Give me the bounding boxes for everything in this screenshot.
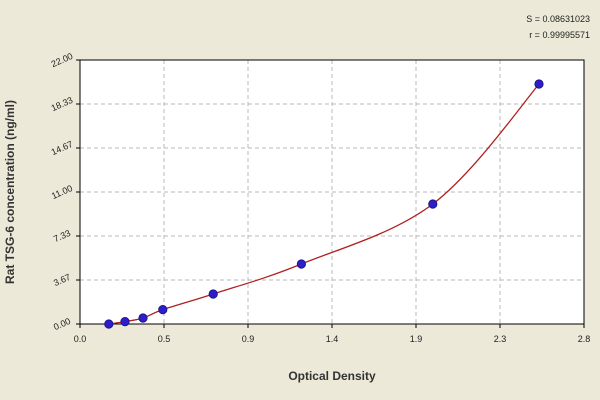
fit-stat-r: r = 0.99995571 bbox=[529, 30, 590, 40]
data-point bbox=[158, 304, 168, 315]
fit-stat-s: S = 0.08631023 bbox=[526, 14, 590, 24]
data-point bbox=[104, 319, 114, 329]
x-axis-title: Optical Density bbox=[288, 369, 376, 383]
x-tick-label: 1.9 bbox=[410, 334, 423, 344]
axes bbox=[79, 59, 585, 325]
data-point bbox=[428, 199, 438, 209]
y-tick-label: 18.33 bbox=[50, 95, 75, 113]
y-tick-label: 3.67 bbox=[52, 272, 72, 288]
y-tick-label: 22.00 bbox=[50, 51, 75, 69]
data-point bbox=[138, 313, 148, 323]
y-tick-label: 14.67 bbox=[50, 139, 75, 157]
grid-lines bbox=[76, 59, 585, 328]
x-tick-label: 1.4 bbox=[326, 334, 339, 344]
data-point bbox=[296, 259, 306, 269]
x-tick-label: 0.9 bbox=[242, 334, 255, 344]
x-tick-label: 2.3 bbox=[494, 334, 507, 344]
data-point bbox=[534, 79, 544, 89]
data-points bbox=[104, 79, 544, 329]
data-point bbox=[120, 316, 130, 327]
y-tick-label: 11.00 bbox=[50, 183, 74, 201]
x-tick-label: 0.0 bbox=[74, 334, 87, 344]
x-tick-label: 2.8 bbox=[578, 334, 591, 344]
y-tick-label: 7.33 bbox=[52, 228, 72, 244]
x-tick-label: 0.5 bbox=[158, 334, 171, 344]
y-tick-label: 0.00 bbox=[52, 316, 72, 332]
data-point bbox=[208, 289, 218, 299]
y-axis-title: Rat TSG-6 concentration (ng/ml) bbox=[3, 100, 17, 284]
plot-frame bbox=[79, 59, 585, 325]
